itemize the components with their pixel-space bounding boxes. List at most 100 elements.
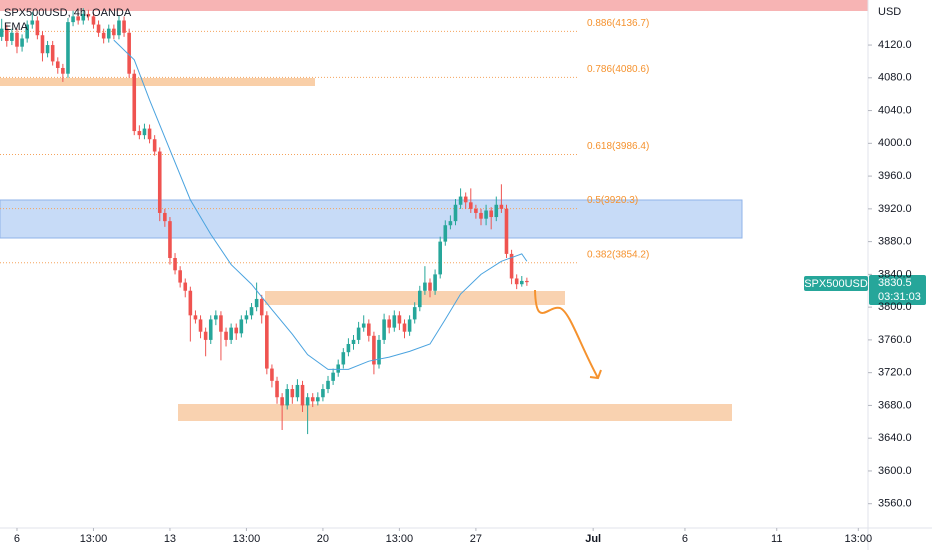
- plot-area: [0, 8, 578, 435]
- candle-body: [280, 397, 284, 406]
- fib-label: 0.5(3920.3): [587, 195, 638, 206]
- candle-body: [331, 372, 335, 381]
- candle-body: [428, 282, 432, 291]
- x-tick-label: 27: [470, 533, 482, 545]
- x-tick-label: 6: [14, 533, 20, 545]
- candle-body: [326, 380, 330, 390]
- x-tick-label: 6: [682, 533, 688, 545]
- candle-body: [509, 253, 514, 279]
- candle-body: [193, 315, 198, 320]
- target-zone: [178, 404, 732, 421]
- x-tick-label: 13:00: [386, 533, 414, 545]
- y-tick-label: 3720.0: [878, 367, 912, 379]
- y-tick-label: 3880.0: [878, 236, 912, 248]
- candle-body: [270, 368, 274, 381]
- y-tick-label: 3840.0: [878, 268, 912, 280]
- y-tick-label: 3920.0: [878, 203, 912, 215]
- candle-body: [117, 20, 121, 36]
- candle-body: [494, 204, 499, 218]
- candle-body: [305, 397, 310, 406]
- supply-zone: [0, 78, 315, 86]
- projection-arrow: [534, 289, 599, 379]
- fib-label: 0.886(4136.7): [587, 18, 649, 29]
- candle-body: [101, 32, 106, 39]
- candle-body: [504, 208, 509, 254]
- candle-body: [239, 319, 244, 334]
- candle-body: [259, 298, 264, 316]
- candle-body: [254, 298, 259, 308]
- fib-label: 0.618(3986.4): [587, 141, 649, 152]
- fib-label: 0.786(4080.6): [587, 64, 649, 75]
- candle-body: [234, 327, 239, 334]
- candle-body: [25, 24, 29, 39]
- y-tick-label: 3960.0: [878, 170, 912, 182]
- candle-body: [499, 204, 504, 209]
- candle-body: [81, 13, 86, 21]
- candle-body: [474, 208, 478, 213]
- candle-body: [91, 16, 96, 25]
- axis-unit: USD: [878, 6, 901, 18]
- candle-body: [55, 61, 60, 68]
- candle-body: [443, 225, 448, 242]
- legend-entry: EMA: [4, 21, 29, 33]
- candle-body: [265, 315, 269, 369]
- candle-body: [173, 257, 177, 271]
- candle-body: [76, 16, 80, 21]
- candle-body: [106, 28, 111, 39]
- y-tick-label: 3800.0: [878, 301, 912, 313]
- candle-body: [463, 196, 468, 203]
- candle-body: [168, 221, 172, 258]
- candle-body: [351, 339, 356, 344]
- candle-body: [356, 327, 361, 340]
- candle-body: [122, 20, 126, 33]
- candle-body: [30, 20, 35, 25]
- symbol-badge: [804, 276, 868, 291]
- candle-body: [290, 389, 295, 398]
- candle-body: [214, 315, 218, 320]
- candle-body: [514, 278, 519, 285]
- candle-body: [15, 32, 19, 47]
- candle-body: [0, 28, 4, 37]
- y-tick-label: 3640.0: [878, 432, 912, 444]
- x-tick-label: 13:00: [845, 533, 873, 545]
- y-tick-label: 4000.0: [878, 137, 912, 149]
- candle-body: [61, 67, 65, 74]
- candle-body: [112, 28, 116, 36]
- candle-body: [147, 128, 152, 140]
- candle-body: [300, 384, 305, 406]
- candle-body: [417, 290, 422, 308]
- candle-body: [423, 282, 427, 291]
- candle-body: [132, 73, 137, 132]
- candle-body: [285, 389, 290, 406]
- candle-body: [137, 131, 142, 136]
- y-tick-label: 4080.0: [878, 72, 912, 84]
- candle-body: [208, 319, 213, 340]
- candle-body: [321, 389, 325, 398]
- candle-body: [35, 20, 40, 36]
- candle-body: [244, 315, 249, 320]
- x-tick-label: Jul: [585, 533, 601, 545]
- candle-body: [157, 151, 162, 213]
- candle-body: [219, 315, 223, 332]
- x-tick-label: 13: [164, 533, 176, 545]
- candle-body: [71, 16, 75, 23]
- x-tick-label: 13:00: [80, 533, 108, 545]
- candle-body: [198, 319, 203, 332]
- candle-body: [295, 384, 300, 398]
- candle-body: [372, 335, 376, 365]
- candle-body: [458, 196, 463, 205]
- candle-body: [392, 315, 397, 328]
- candle-body: [316, 397, 320, 402]
- candle-body: [127, 32, 131, 74]
- candle-body: [310, 397, 315, 402]
- candle-body: [407, 319, 412, 332]
- price-badge: [869, 275, 926, 305]
- x-tick-label: 13:00: [233, 533, 261, 545]
- last-price: 3830.5: [878, 277, 912, 289]
- candle-body: [387, 319, 392, 328]
- y-tick-label: 3760.0: [878, 334, 912, 346]
- candle-body: [438, 241, 442, 275]
- candle-body: [397, 315, 402, 324]
- candle-body: [203, 331, 208, 340]
